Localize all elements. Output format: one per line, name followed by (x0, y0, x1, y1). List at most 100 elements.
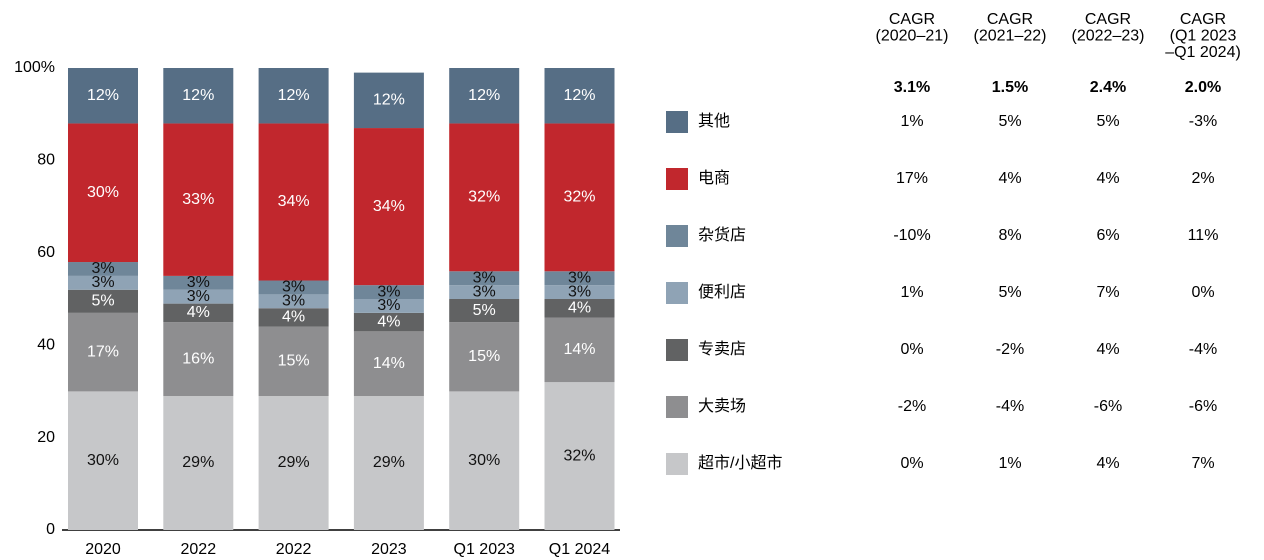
bar-segment (68, 289, 138, 313)
bar-segment (353, 128, 424, 286)
bar-segment (544, 123, 615, 272)
table-cell: -10% (893, 227, 930, 244)
bar-segment (68, 262, 138, 276)
bar-segment (163, 396, 234, 530)
bar-segment (353, 396, 424, 530)
bar-segment (163, 303, 234, 323)
y-tick-label: 20 (37, 429, 55, 446)
bar-segment (544, 271, 615, 286)
table-total: 2.0% (1185, 79, 1221, 96)
bar-segment (68, 68, 138, 124)
data-label: 3% (282, 293, 305, 310)
x-tick-label: 2020 (85, 541, 121, 558)
bar-segment (353, 331, 424, 397)
legend-swatch (666, 453, 688, 475)
data-label: 12% (468, 87, 500, 104)
data-label: 3% (568, 283, 591, 300)
legend-swatch (666, 339, 688, 361)
legend-swatch (666, 282, 688, 304)
legend-swatch (666, 168, 688, 190)
data-label: 17% (87, 343, 119, 360)
data-label: 4% (377, 313, 400, 330)
bar-segment (258, 280, 329, 295)
data-label: 15% (278, 353, 310, 370)
table-header: (2020–21) (876, 28, 949, 45)
y-tick-label: 100% (14, 59, 55, 76)
table-cell: -2% (996, 341, 1024, 358)
data-label: 32% (563, 447, 595, 464)
bar-segment (353, 312, 424, 332)
table-header: –Q1 2024) (1165, 44, 1241, 61)
bar-segment (258, 68, 329, 124)
bar-segment (544, 382, 615, 530)
data-label: 4% (187, 304, 210, 321)
legend-label: 超市/小超市 (698, 454, 782, 472)
table-cell: 7% (1191, 455, 1214, 472)
y-tick-label: 80 (37, 152, 55, 169)
table-cell: 17% (896, 170, 928, 187)
table-cell: 7% (1096, 284, 1119, 301)
data-label: 3% (187, 274, 210, 291)
bar-segment (353, 285, 424, 299)
data-label: 29% (182, 454, 214, 471)
data-label: 29% (278, 454, 310, 471)
data-label: 3% (91, 260, 114, 277)
table-header: CAGR (1085, 11, 1131, 28)
table-cell: 2% (1191, 170, 1214, 187)
data-label: 12% (373, 92, 405, 109)
table-cell: 5% (998, 113, 1021, 130)
bar-segment (163, 123, 234, 276)
table-header: CAGR (889, 11, 935, 28)
bar-segment (163, 68, 234, 124)
data-label: 5% (473, 302, 496, 319)
table-cell: 4% (998, 170, 1021, 187)
table-cell: 4% (1096, 455, 1119, 472)
x-tick-label: 2022 (276, 541, 312, 558)
bar-segment (258, 396, 329, 530)
legend-label: 专卖店 (698, 340, 746, 358)
bar-segment (449, 285, 520, 299)
y-tick-label: 0 (46, 521, 55, 538)
data-label: 3% (377, 297, 400, 314)
x-tick-label: Q1 2023 (454, 541, 515, 558)
table-total: 1.5% (992, 79, 1028, 96)
bar-segment (449, 271, 520, 286)
data-label: 30% (468, 452, 500, 469)
table-cell: 6% (1096, 227, 1119, 244)
bar-segment (544, 299, 615, 318)
data-label: 3% (91, 274, 114, 291)
legend-label: 电商 (698, 169, 730, 187)
table-cell: 0% (900, 341, 923, 358)
data-label: 5% (91, 293, 114, 310)
legend-swatch (666, 111, 688, 133)
table-total: 3.1% (894, 79, 930, 96)
table-cell: -4% (1189, 341, 1217, 358)
data-label: 32% (468, 189, 500, 206)
bar-segment (68, 312, 138, 392)
data-label: 14% (563, 341, 595, 358)
data-label: 3% (377, 283, 400, 300)
table-cell: -3% (1189, 113, 1217, 130)
table-cell: 0% (1191, 284, 1214, 301)
data-label: 34% (278, 193, 310, 210)
data-label: 34% (373, 198, 405, 215)
table-cell: 1% (900, 113, 923, 130)
legend-label: 大卖场 (698, 397, 746, 415)
x-tick-label: 2023 (371, 541, 407, 558)
legend-swatch (666, 225, 688, 247)
y-tick-label: 60 (37, 244, 55, 261)
table-cell: 1% (900, 284, 923, 301)
data-label: 3% (568, 269, 591, 286)
table-cell: 1% (998, 455, 1021, 472)
table-cell: 4% (1096, 341, 1119, 358)
x-tick-label: Q1 2024 (549, 541, 610, 558)
data-label: 12% (87, 87, 119, 104)
bar-segment (449, 68, 520, 124)
x-tick-label: 2022 (181, 541, 217, 558)
bar-segment (353, 299, 424, 313)
data-label: 3% (473, 283, 496, 300)
table-header: (2022–23) (1072, 28, 1145, 45)
table-total: 2.4% (1090, 79, 1126, 96)
bar-segment (544, 317, 615, 383)
bar-segment (449, 299, 520, 323)
